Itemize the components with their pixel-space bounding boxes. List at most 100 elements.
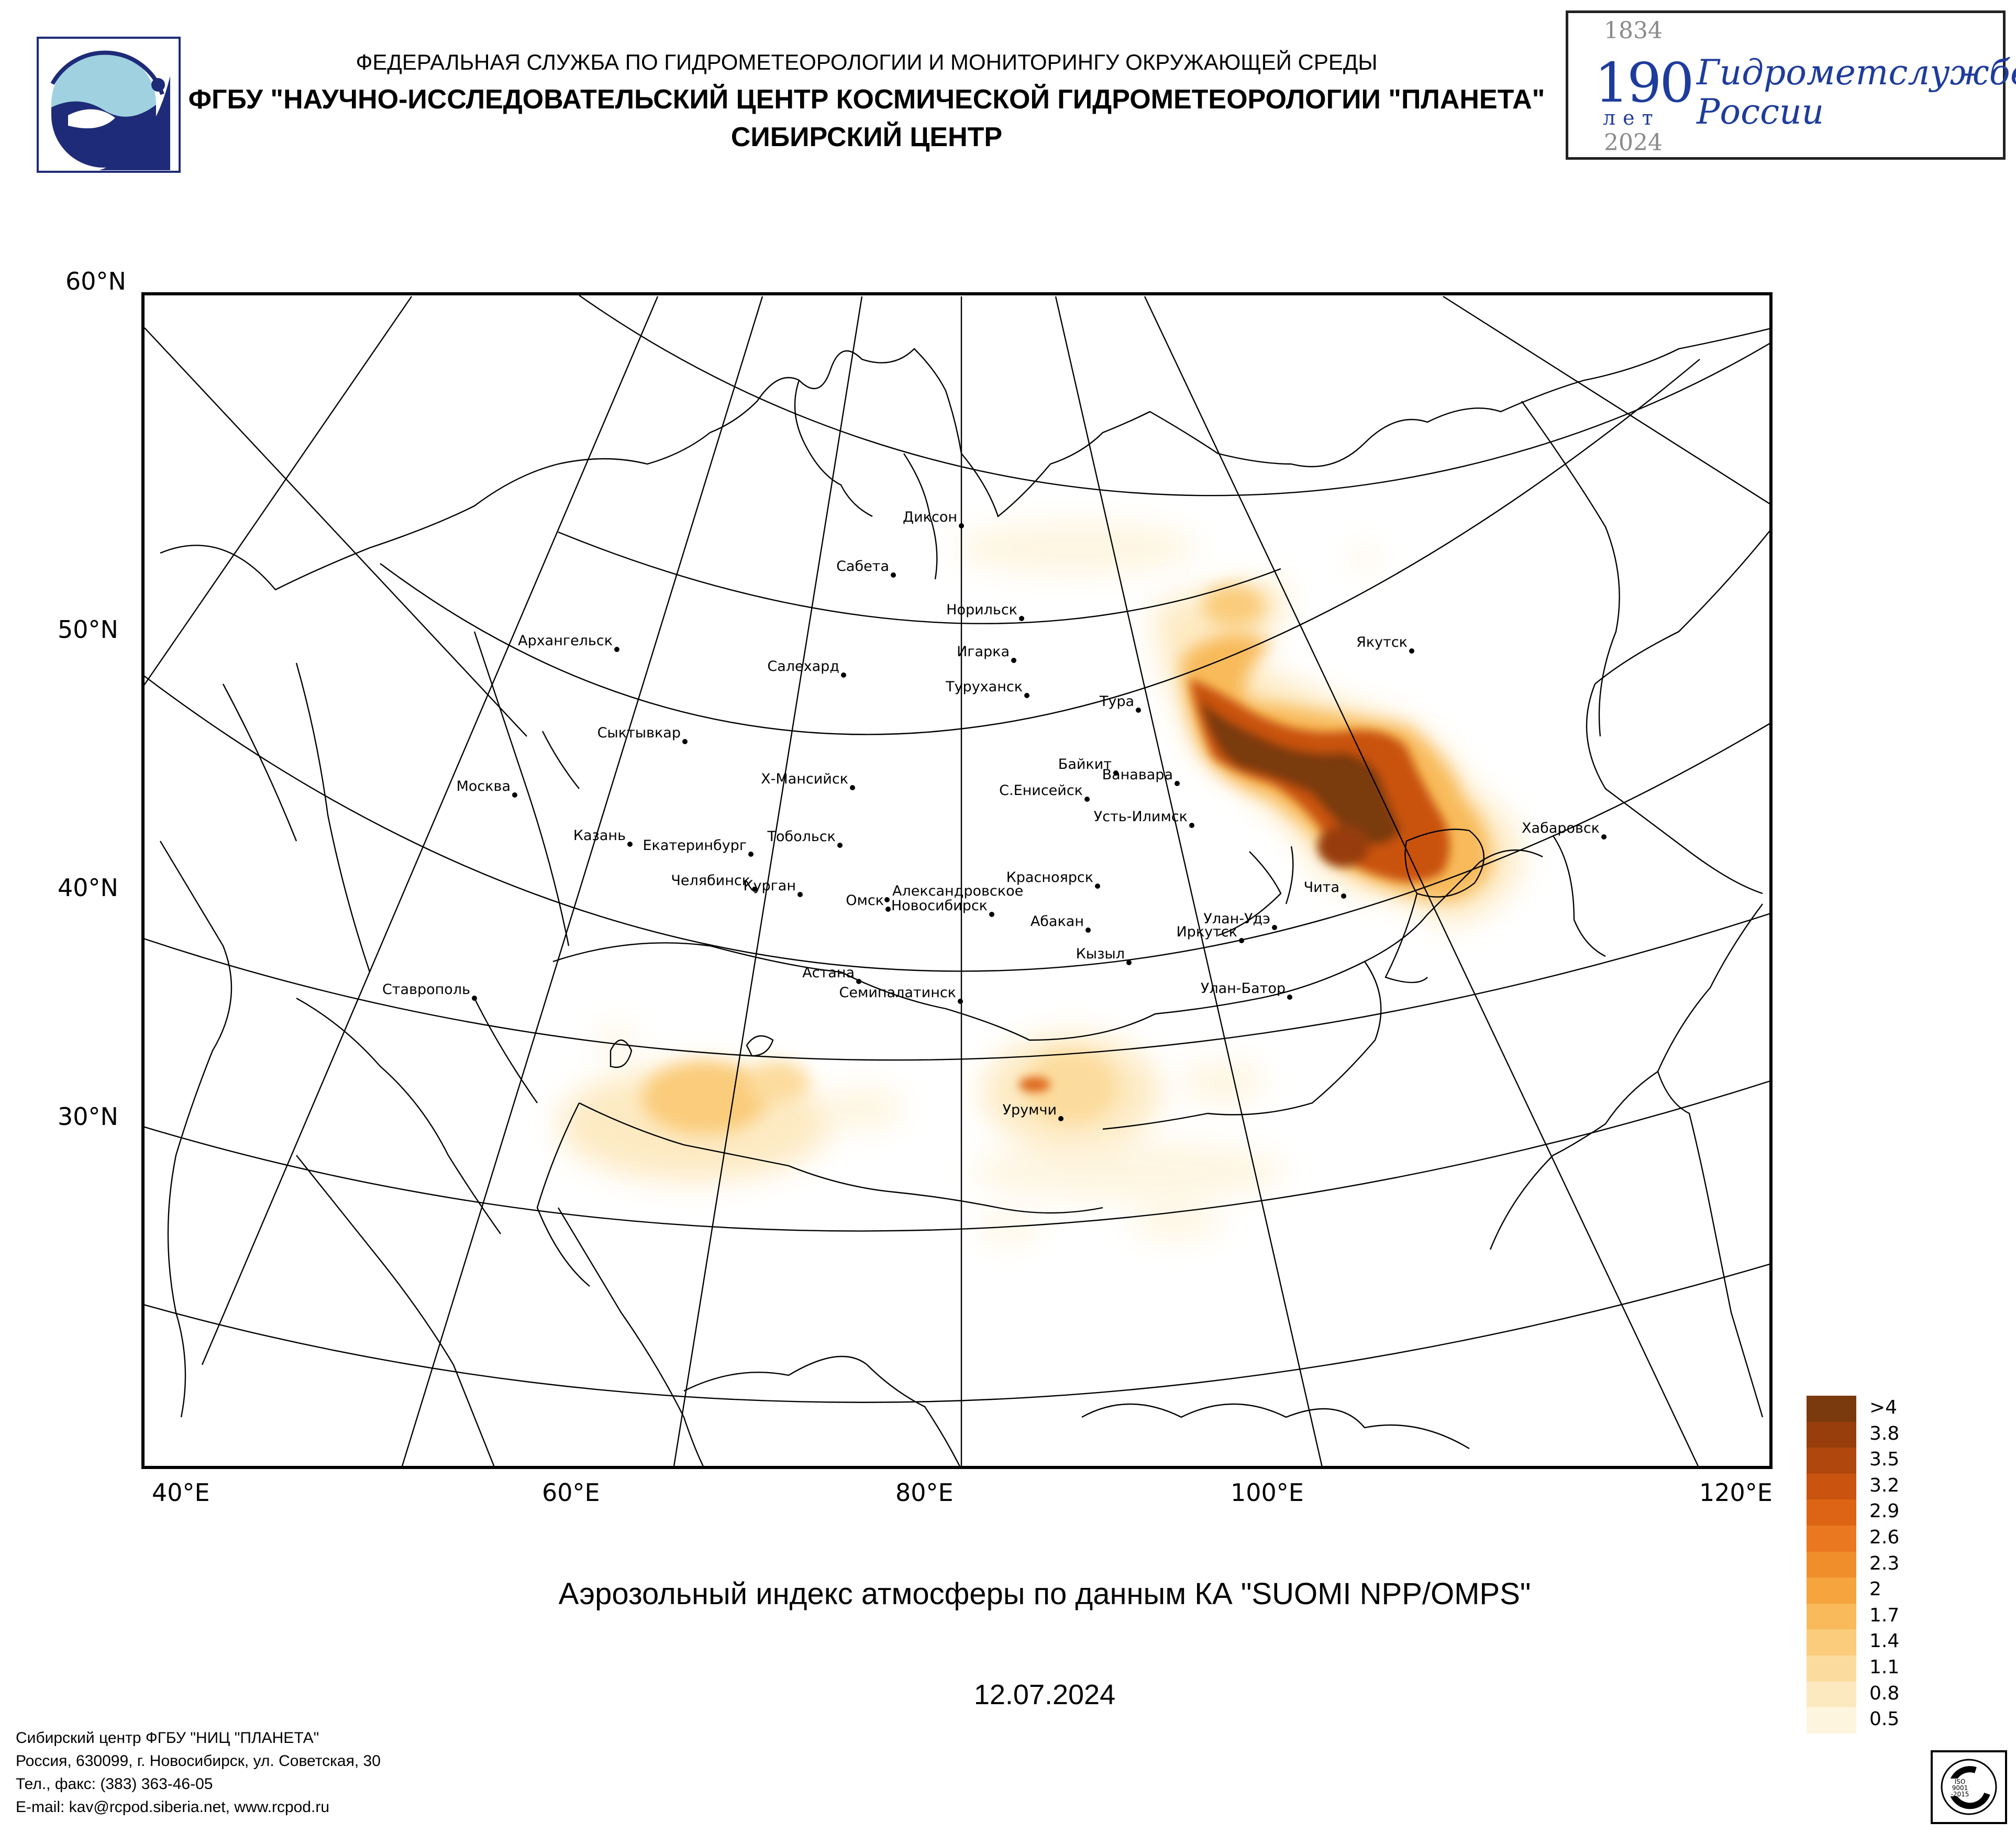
city-marker <box>1095 884 1100 889</box>
city-label: С.Енисейск <box>999 782 1083 799</box>
city-marker <box>1113 770 1118 776</box>
legend-label: 3.8 <box>1869 1422 1900 1444</box>
city-marker <box>959 523 964 528</box>
city-marker <box>472 996 477 1001</box>
lon-label-60: 60°E <box>542 1478 600 1507</box>
footer-email: E-mail: kav@rcpod.siberia.net, www.rcpod… <box>16 1798 330 1816</box>
legend-label: 2.3 <box>1869 1552 1900 1574</box>
city-marker <box>1341 893 1346 899</box>
city-marker <box>1084 797 1090 802</box>
city-marker <box>1085 927 1091 933</box>
city-label: Улан-Батор <box>1201 980 1286 997</box>
city-label: Красноярск <box>1006 869 1093 886</box>
city-label: Диксон <box>903 509 957 525</box>
city-label: Семипалатинск <box>839 985 956 1001</box>
city-marker <box>891 572 896 578</box>
map-canvas: Диксон Сабета Норильск Игарка Салехард Туруха… <box>145 295 1769 1466</box>
legend-swatch <box>1807 1577 1856 1604</box>
city-marker <box>850 785 855 790</box>
city-label: Архангельск <box>518 633 613 649</box>
city-label: Сабета <box>836 558 889 575</box>
city-label: Норильск <box>946 602 1017 618</box>
city-marker <box>1019 616 1024 621</box>
lon-label-40: 40°E <box>152 1478 210 1507</box>
city-label: Байкит <box>1058 756 1112 772</box>
aerosol-field <box>558 522 1522 1242</box>
city-label: Курган <box>743 878 796 894</box>
city-marker <box>1189 823 1194 828</box>
legend-label: 3.5 <box>1869 1449 1900 1471</box>
city-marker <box>1175 781 1180 786</box>
legend-swatch <box>1807 1655 1856 1682</box>
city-label: Ванавара <box>1102 767 1173 783</box>
planeta-logo <box>37 37 181 173</box>
lat-label-50: 50°N <box>58 615 118 644</box>
city-label: Улан-Удэ <box>1203 911 1270 927</box>
legend-label: 1.4 <box>1869 1630 1900 1652</box>
legend-swatch <box>1807 1681 1856 1708</box>
legend-label: >4 <box>1869 1397 1898 1418</box>
city-marker <box>1011 658 1016 663</box>
svg-text:9001: 9001 <box>1952 1784 1968 1792</box>
legend-label: 0.8 <box>1869 1682 1900 1704</box>
svg-text:ISO: ISO <box>1955 1778 1966 1785</box>
jubilee-year-end: 2024 <box>1604 129 1663 156</box>
city-marker <box>1409 648 1414 654</box>
lon-label-120: 120°E <box>1699 1478 1773 1507</box>
city-label: Абакан <box>1031 913 1084 930</box>
jubilee-text-1: Гидрометслужбе <box>1697 52 2016 93</box>
city-marker <box>1058 1116 1064 1121</box>
city-marker <box>752 887 757 892</box>
legend-swatch <box>1807 1448 1856 1474</box>
city-label: Иркутск <box>1176 924 1237 940</box>
iso-certification-seal: ISO 9001 -2015 <box>1931 1750 2007 1824</box>
cities: Диксон Сабета Норильск Игарка Салехард Туруха… <box>382 509 1607 1121</box>
legend-swatch <box>1807 1603 1856 1630</box>
city-marker <box>1136 708 1141 713</box>
jubilee-text-2: России <box>1697 92 1824 132</box>
city-marker <box>958 999 963 1004</box>
legend-label: 3.2 <box>1869 1474 1900 1496</box>
legend-label: 2 <box>1869 1578 1881 1600</box>
city-marker <box>682 739 688 744</box>
legend-label: 1.1 <box>1869 1657 1900 1678</box>
legend-label: 2.6 <box>1869 1527 1900 1548</box>
legend-swatch <box>1807 1473 1856 1500</box>
city-label: Казань <box>573 827 626 844</box>
city-marker <box>512 792 517 798</box>
legend-swatch <box>1807 1526 1856 1552</box>
lat-label-30: 30°N <box>58 1102 118 1131</box>
header-institute: ФГБУ "НАУЧНО-ИССЛЕДОВАТЕЛЬСКИЙ ЦЕНТР КОС… <box>188 84 1545 115</box>
city-label: Игарка <box>957 644 1010 660</box>
city-marker <box>748 852 754 857</box>
city-label: Салехард <box>767 658 839 675</box>
map-caption: Аэрозольный индекс атмосферы по данным К… <box>558 1577 1531 1611</box>
city-label: Новосибирск <box>891 898 988 914</box>
footer-address: Россия, 630099, г. Новосибирск, ул. Сове… <box>16 1752 381 1770</box>
city-label: Сыктывкар <box>597 725 681 741</box>
city-marker <box>1239 938 1244 943</box>
legend-label: 1.7 <box>1869 1604 1900 1626</box>
city-label: Туруханск <box>945 679 1023 695</box>
city-label: Тобольск <box>767 829 836 845</box>
city-marker <box>1287 995 1292 1000</box>
legend-label: 2.9 <box>1869 1500 1900 1522</box>
city-label: Якутск <box>1356 634 1408 650</box>
city-marker <box>837 843 843 848</box>
city-marker <box>627 842 633 847</box>
legend-swatch <box>1807 1396 1856 1422</box>
legend-swatch <box>1807 1551 1856 1578</box>
city-label: Екатеринбург <box>643 837 747 854</box>
city-marker <box>841 672 846 678</box>
map-frame: Диксон Сабета Норильск Игарка Салехард Туруха… <box>141 292 1773 1469</box>
jubilee-years-word: лет <box>1603 106 1660 129</box>
coastlines-borders <box>159 328 1769 1466</box>
city-marker <box>1601 834 1607 840</box>
map-date: 12.07.2024 <box>973 1679 1116 1710</box>
lon-label-100: 100°E <box>1231 1478 1304 1507</box>
city-label: Усть-Илимск <box>1094 809 1188 825</box>
city-label: Тура <box>1099 693 1134 710</box>
legend-swatch <box>1807 1629 1856 1655</box>
city-marker <box>989 912 994 917</box>
jubilee-number: 190 <box>1594 51 1694 115</box>
